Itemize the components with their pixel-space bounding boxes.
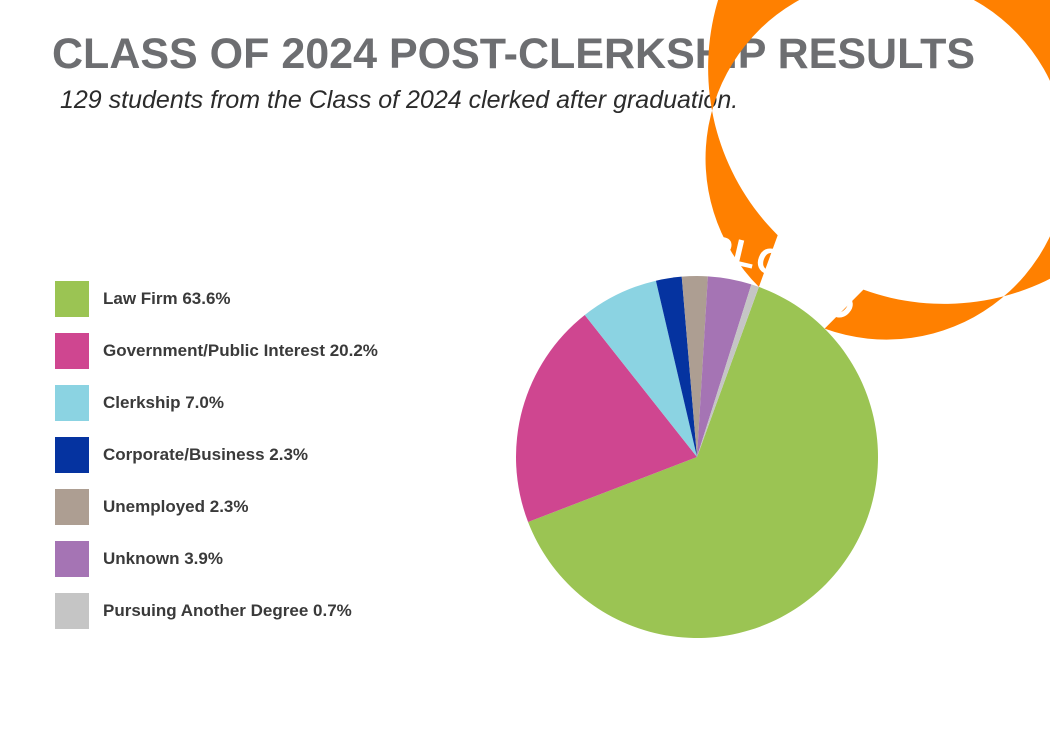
legend-item-clerkship: Clerkship 7.0% xyxy=(55,385,378,421)
legend-item-another-degree: Pursuing Another Degree 0.7% xyxy=(55,593,378,629)
pie-slice-government-public-interest xyxy=(516,314,697,522)
legend-swatch xyxy=(55,541,89,577)
legend: Law Firm 63.6% Government/Public Interes… xyxy=(55,281,378,645)
legend-swatch xyxy=(55,489,89,525)
legend-item-corporate: Corporate/Business 2.3% xyxy=(55,437,378,473)
legend-label: Clerkship 7.0% xyxy=(103,393,224,412)
pie-slice-unknown xyxy=(697,276,752,457)
pie-slice-unemployed xyxy=(681,276,708,457)
legend-label: Government/Public Interest 20.2% xyxy=(103,341,378,360)
chart-subtitle: 129 students from the Class of 2024 cler… xyxy=(60,86,739,114)
legend-label: Pursuing Another Degree 0.7% xyxy=(103,601,352,620)
pie-slice-law-firm xyxy=(528,286,878,638)
legend-label: Corporate/Business 2.3% xyxy=(103,445,309,464)
pie-slices xyxy=(516,276,878,638)
pie-slice-corporate-business xyxy=(655,276,697,457)
legend-swatch xyxy=(55,281,89,317)
legend-swatch xyxy=(55,385,89,421)
legend-label: Law Firm 63.6% xyxy=(103,289,231,308)
employed-ring-layer xyxy=(705,0,1050,340)
legend-swatch xyxy=(55,333,89,369)
pie-slice-pursuing-another-degree xyxy=(697,284,759,457)
employed-ring xyxy=(705,0,1050,340)
legend-swatch xyxy=(55,437,89,473)
legend-swatch xyxy=(55,593,89,629)
legend-label: Unknown 3.9% xyxy=(103,549,223,568)
legend-item-unemployed: Unemployed 2.3% xyxy=(55,489,378,525)
legend-item-unknown: Unknown 3.9% xyxy=(55,541,378,577)
pie-slice-clerkship xyxy=(584,280,697,457)
legend-item-law-firm: Law Firm 63.6% xyxy=(55,281,378,317)
legend-item-government: Government/Public Interest 20.2% xyxy=(55,333,378,369)
legend-label: Unemployed 2.3% xyxy=(103,497,249,516)
chart-title: CLASS OF 2024 POST-CLERKSHIP RESULTS xyxy=(52,30,976,78)
